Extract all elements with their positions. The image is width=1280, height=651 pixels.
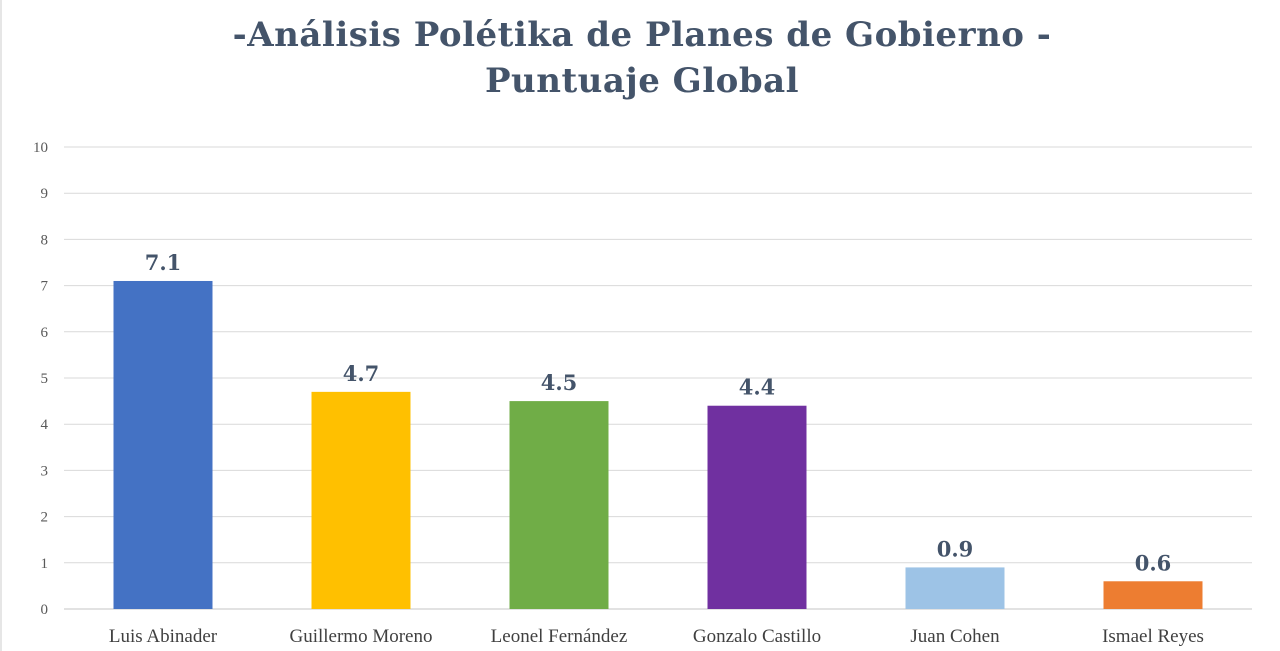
y-tick-label: 8	[41, 232, 49, 248]
x-category-label: Ismael Reyes	[1102, 626, 1204, 647]
x-category-label: Leonel Fernández	[491, 626, 628, 647]
bar-ismael-reyes	[1103, 581, 1203, 609]
chart-title-line-1: -Análisis Polétika de Planes de Gobierno…	[232, 15, 1052, 55]
y-tick-label: 7	[41, 279, 49, 295]
y-tick-label: 1	[41, 556, 49, 572]
bar-gonzalo-castillo	[707, 405, 807, 609]
data-labels: 7.1 4.7 4.5 4.4 0.9 0.6	[145, 250, 1172, 575]
x-category-label: Luis Abinader	[109, 626, 218, 647]
x-axis-categories: Luis Abinader Guillermo Moreno Leonel Fern…	[109, 626, 1204, 647]
data-label: 4.5	[541, 370, 578, 395]
bar-juan-cohen	[905, 567, 1005, 609]
chart-title: -Análisis Polétika de Planes de Gobierno…	[2, 12, 1280, 104]
y-tick-label: 10	[33, 140, 48, 156]
y-tick-label: 9	[41, 186, 49, 202]
data-label: 0.6	[1135, 550, 1172, 575]
bars	[113, 280, 1203, 609]
y-tick-label: 2	[41, 510, 49, 526]
y-tick-label: 3	[41, 463, 49, 479]
x-category-label: Juan Cohen	[910, 626, 1000, 647]
y-axis-ticks: 0 1 2 3 4 5 6 7 8 9 10	[33, 140, 49, 618]
data-label: 4.4	[739, 375, 776, 400]
x-category-label: Gonzalo Castillo	[693, 626, 821, 647]
data-label: 7.1	[145, 250, 182, 275]
y-tick-label: 6	[41, 325, 49, 341]
x-category-label: Guillermo Moreno	[289, 626, 432, 647]
y-tick-label: 0	[41, 602, 49, 618]
bar-luis-abinader	[113, 280, 213, 609]
gridlines	[64, 146, 1252, 610]
y-tick-label: 5	[41, 371, 49, 387]
y-tick-label: 4	[41, 417, 49, 433]
chart-title-line-2: Puntuaje Global	[484, 61, 800, 101]
data-label: 0.9	[937, 536, 974, 561]
bar-leonel-fern-ndez	[509, 401, 609, 609]
bar-guillermo-moreno	[311, 391, 411, 609]
data-label: 4.7	[343, 361, 380, 386]
